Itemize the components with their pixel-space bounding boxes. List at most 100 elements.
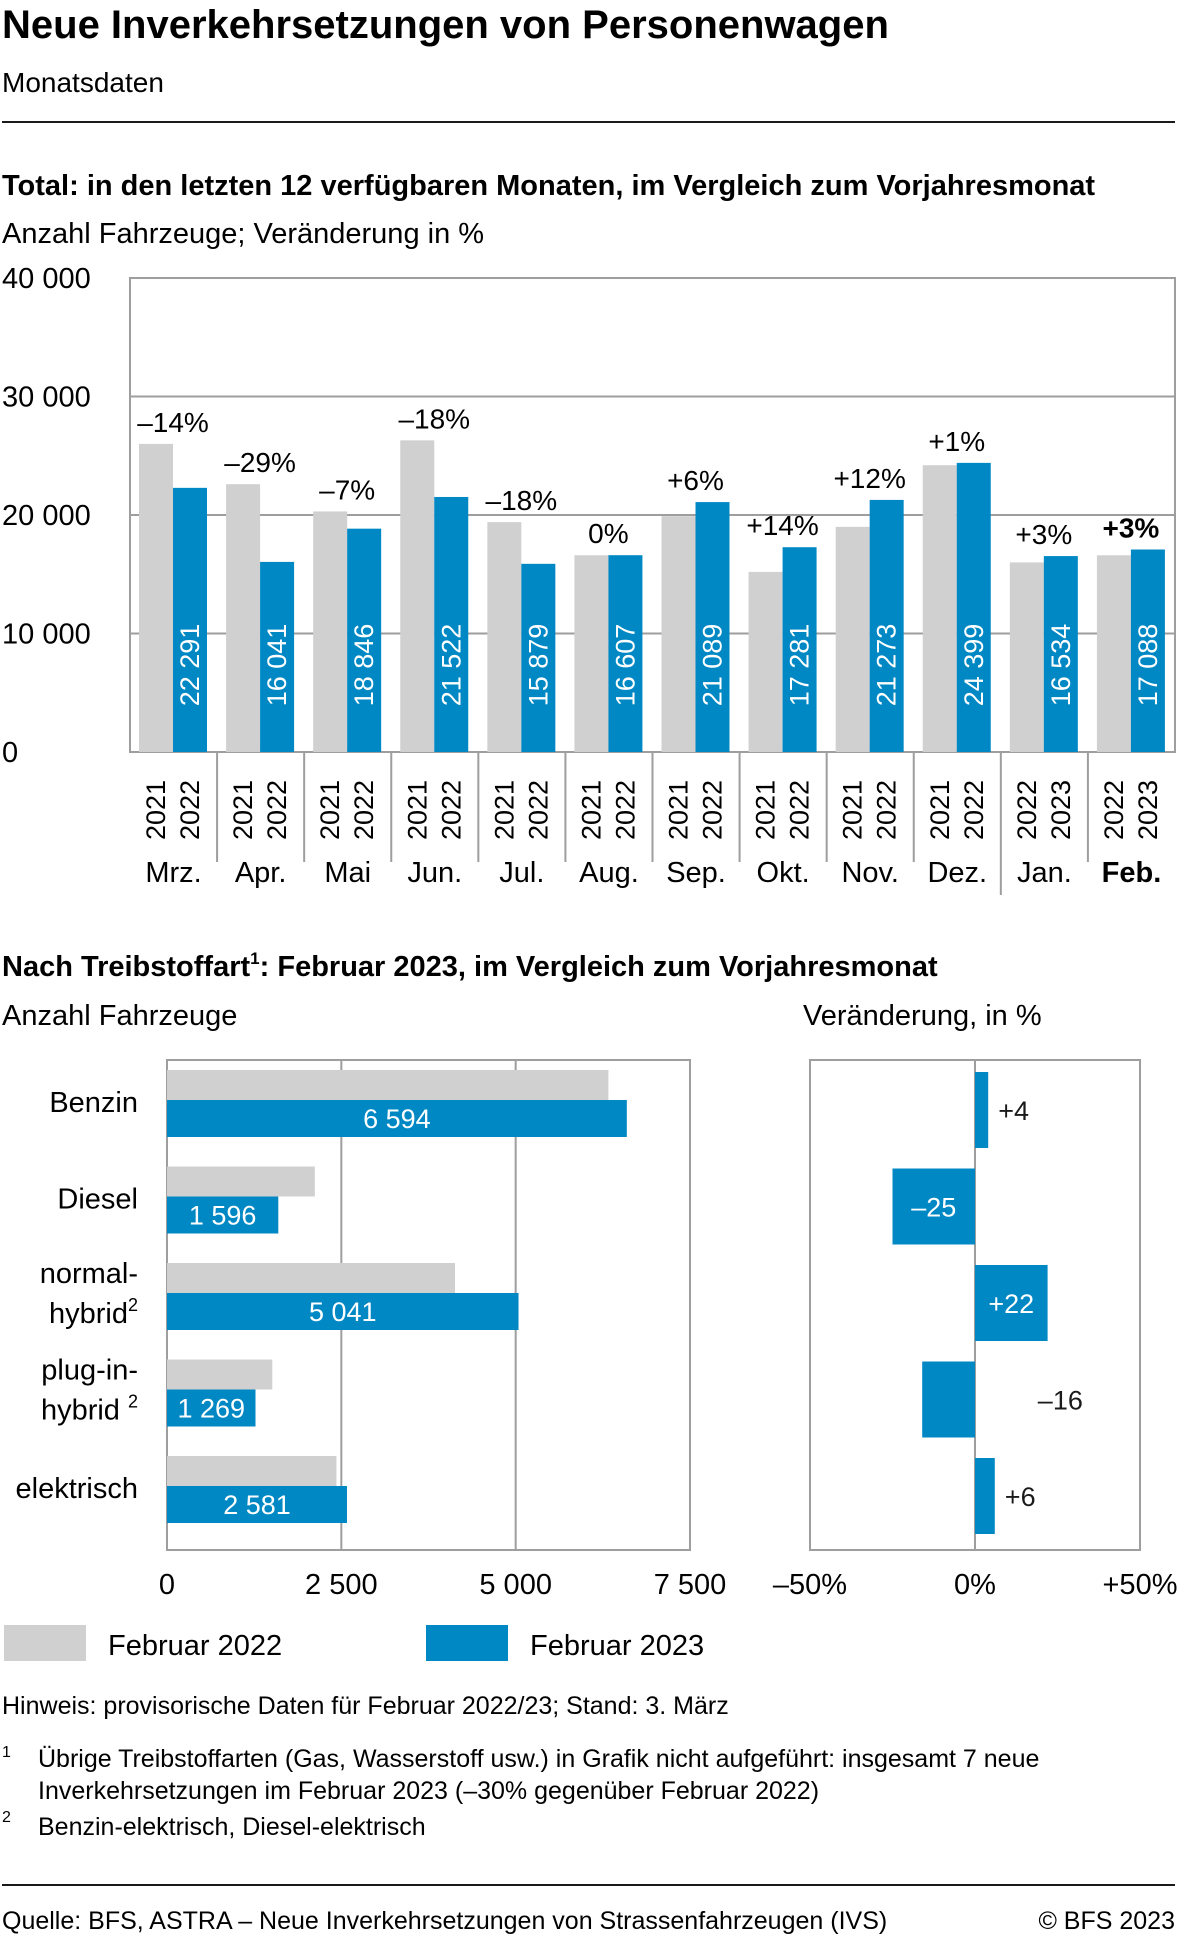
chart1-y-tick-label: 0: [2, 737, 18, 769]
chart1-month-label: Jun.: [407, 857, 462, 889]
chart1-change-label: +12%: [833, 463, 905, 494]
chart2-left-subtitle: Anzahl Fahrzeuge: [2, 1000, 237, 1032]
chart2-bar-curr: [167, 1196, 279, 1234]
chart2-category-label: normal-: [40, 1258, 138, 1290]
chart1-bar-curr: [521, 563, 556, 752]
chart1-y-tick-label: 20 000: [2, 500, 91, 532]
chart1-year-label-prev: 2021: [925, 780, 955, 840]
chart1-value-label: 24 399: [959, 624, 989, 707]
footnote-2: 2 Benzin-elektrisch, Diesel-elektrisch: [2, 1809, 426, 1841]
chart2-bar-curr: [167, 1100, 627, 1137]
chart1-month-label: Okt.: [757, 857, 810, 889]
legend: Februar 2022 Februar 2023: [4, 1625, 704, 1662]
chart1-year-label-curr: 2022: [610, 780, 640, 840]
chart2-bar-prev: [167, 1166, 315, 1197]
chart1-value-label: 22 291: [175, 624, 205, 707]
chart1-year-label-prev: 2021: [402, 780, 432, 840]
chart2-category-footnote-mark: 2: [128, 1295, 138, 1315]
chart1-bar-prev: [835, 526, 870, 752]
chart2-title: Nach Treibstoffart1: Februar 2023, im Ve…: [2, 949, 938, 983]
chart2-value-label: 6 594: [363, 1104, 431, 1134]
chart3-bar-change: [922, 1361, 975, 1438]
chart2-bar-curr: [167, 1486, 347, 1523]
chart1-year-label-curr: 2022: [785, 780, 815, 840]
chart1-year-label-curr: 2022: [349, 780, 379, 840]
chart3-x-tick-label: 0%: [954, 1569, 996, 1601]
chart2-value-label: 5 041: [309, 1297, 377, 1327]
chart1-year-label-curr: 2022: [175, 780, 205, 840]
footnote-1: 1 Übrige Treibstoffarten (Gas, Wassersto…: [2, 1744, 1039, 1805]
footnote-1-line-1: Übrige Treibstoffarten (Gas, Wasserstoff…: [38, 1745, 1039, 1773]
legend-swatch-curr: [426, 1625, 508, 1661]
chart1-month-label: Nov.: [841, 857, 898, 889]
chart2-value-label: 1 596: [189, 1201, 257, 1231]
chart1-value-label: 21 273: [872, 624, 902, 707]
chart1-month-label: Sep.: [666, 857, 726, 889]
chart1-bar-prev: [661, 516, 696, 752]
chart1-value-label: 16 607: [610, 624, 640, 707]
chart3-change-label: +22: [988, 1289, 1034, 1319]
chart1-value-label: 21 522: [436, 624, 466, 707]
footnote-2-mark: 2: [2, 1809, 11, 1826]
chart1-bar-prev: [574, 555, 609, 752]
chart1-year-label-curr: 2022: [698, 780, 728, 840]
fuel-type-bar-chart: 0 2 500 5 000 7 500 6 594 Benzin 1 596 Diesel 5 …: [16, 1059, 727, 1601]
chart1-value-label: 18 846: [349, 624, 379, 707]
chart1-change-label: –7%: [319, 474, 375, 505]
chart2-bar-curr: [167, 1293, 519, 1330]
chart1-bar-curr: [1043, 556, 1078, 752]
chart1-value-label: 16 041: [262, 624, 292, 707]
fuel-change-bar-chart: –50% 0% +50% +4 –25 +22 –16 +6: [773, 1059, 1177, 1601]
chart1-month-label: Jul.: [499, 857, 544, 889]
chart1-bar-prev: [1009, 562, 1044, 752]
chart1-change-label: 0%: [588, 518, 628, 549]
chart1-month-label: Dez.: [927, 857, 987, 889]
chart1-month-label: Feb.: [1102, 857, 1162, 889]
chart1-y-tick-label: 10 000: [2, 619, 91, 651]
chart3-bar-change: [975, 1265, 1048, 1341]
chart2-right-subtitle: Veränderung, in %: [803, 1000, 1042, 1032]
chart1-change-label: +14%: [746, 510, 818, 541]
chart1-month-label: Jan.: [1017, 857, 1072, 889]
chart3-change-label: –25: [911, 1193, 956, 1223]
chart1-value-label: 17 281: [785, 624, 815, 707]
chart2-x-tick-label: 5 000: [479, 1569, 552, 1601]
chart1-year-label-prev: 2021: [141, 780, 171, 840]
chart3-bar-change: [975, 1072, 989, 1148]
chart1-bar-curr: [956, 462, 991, 752]
copyright: © BFS 2023: [1038, 1907, 1175, 1935]
chart1-year-label-prev: 2021: [838, 780, 868, 840]
chart1-bar-curr: [695, 502, 730, 752]
chart3-bar-change: [975, 1458, 995, 1534]
chart1-year-label-prev: 2021: [489, 780, 519, 840]
chart1-change-label: –18%: [398, 403, 470, 434]
chart1-change-label: –29%: [224, 447, 296, 478]
page-title: Neue Inverkehrsetzungen von Personenwage…: [2, 3, 889, 47]
footnote-2-line-1: Benzin-elektrisch, Diesel-elektrisch: [38, 1813, 426, 1841]
chart1-change-label: +3%: [1015, 519, 1072, 550]
chart2-title-rest: : Februar 2023, im Vergleich zum Vorjahr…: [260, 951, 938, 983]
chart1-year-label-prev: 2022: [1099, 780, 1129, 840]
chart1-year-label-curr: 2022: [262, 780, 292, 840]
chart2-bar-prev: [167, 1456, 337, 1486]
chart1-year-label-prev: 2022: [1012, 780, 1042, 840]
chart2-x-tick-label: 7 500: [654, 1569, 727, 1601]
chart1-value-label: 15 879: [523, 624, 553, 707]
chart1-bar-curr: [260, 561, 295, 752]
footnote-1-line-2: Inverkehrsetzungen im Februar 2023 (–30%…: [38, 1777, 819, 1805]
chart1-value-label: 21 089: [698, 624, 728, 707]
chart2-category-label: Benzin: [49, 1087, 138, 1119]
chart2-value-label: 2 581: [223, 1490, 291, 1520]
chart2-category-label: plug-in-: [41, 1355, 138, 1387]
chart2-category-footnote-mark: 2: [128, 1392, 138, 1412]
chart1-bar-prev: [400, 440, 435, 752]
chart1-year-label-prev: 2021: [315, 780, 345, 840]
chart1-year-label-curr: 2023: [1046, 780, 1076, 840]
chart1-bar-prev: [748, 571, 783, 752]
chart1-month-label: Mai: [324, 857, 371, 889]
chart2-category-label: elektrisch: [16, 1473, 139, 1505]
chart1-bar-prev: [922, 465, 957, 752]
chart1-bar-prev: [226, 484, 261, 752]
chart2-value-label: 1 269: [177, 1394, 245, 1424]
chart2-bar-prev: [167, 1070, 609, 1100]
